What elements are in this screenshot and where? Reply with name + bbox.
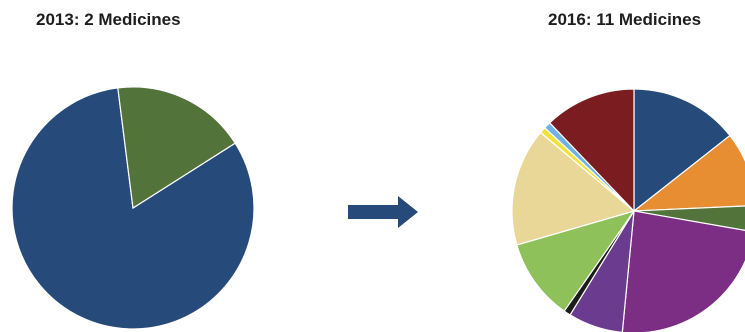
pie-slice-10	[548, 88, 635, 213]
chart-title-2013: 2013: 2 Medicines	[36, 10, 181, 29]
pie-chart-2016	[511, 88, 745, 332]
pie-chart-2013	[11, 86, 255, 330]
pie-slice-3	[621, 210, 745, 332]
pie-slice-6	[516, 209, 636, 312]
pie-slice-2	[633, 205, 745, 232]
chart-title-2016: 2016: 11 Medicines	[548, 10, 702, 29]
pie-slice-1	[632, 134, 745, 212]
pie-slice-7	[511, 131, 636, 246]
arrow-icon	[348, 196, 418, 228]
pie-slice-1	[117, 86, 236, 210]
pie-slice-0	[633, 88, 731, 213]
